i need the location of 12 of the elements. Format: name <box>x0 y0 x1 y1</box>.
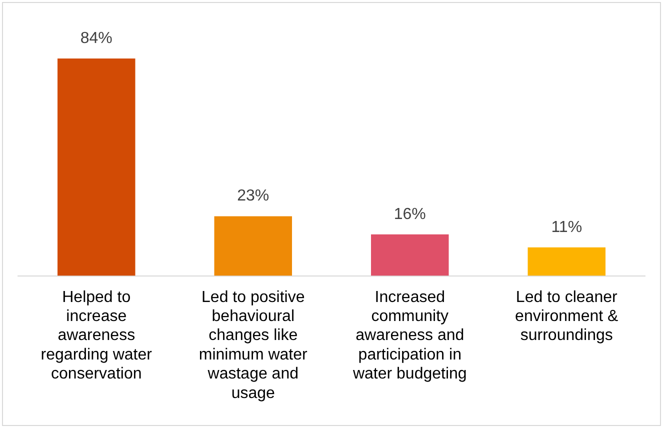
bar <box>214 216 292 276</box>
bar <box>371 234 449 276</box>
bar <box>528 247 606 276</box>
data-label: 84% <box>80 30 112 47</box>
x-tick-label: Helped to increase awareness regarding water conservation <box>40 288 153 383</box>
x-tick-label: Increased community awareness and participation in water budgeting <box>352 288 467 383</box>
data-label: 11% <box>551 218 582 236</box>
data-label: 16% <box>394 206 426 223</box>
bar <box>58 58 136 276</box>
data-label: 23% <box>237 188 270 205</box>
x-tick-label: Led to positive behavioural changes like minimum water wastage and usage <box>198 288 308 402</box>
x-tick-label: Led to cleaner environment & surroundings <box>515 288 619 344</box>
